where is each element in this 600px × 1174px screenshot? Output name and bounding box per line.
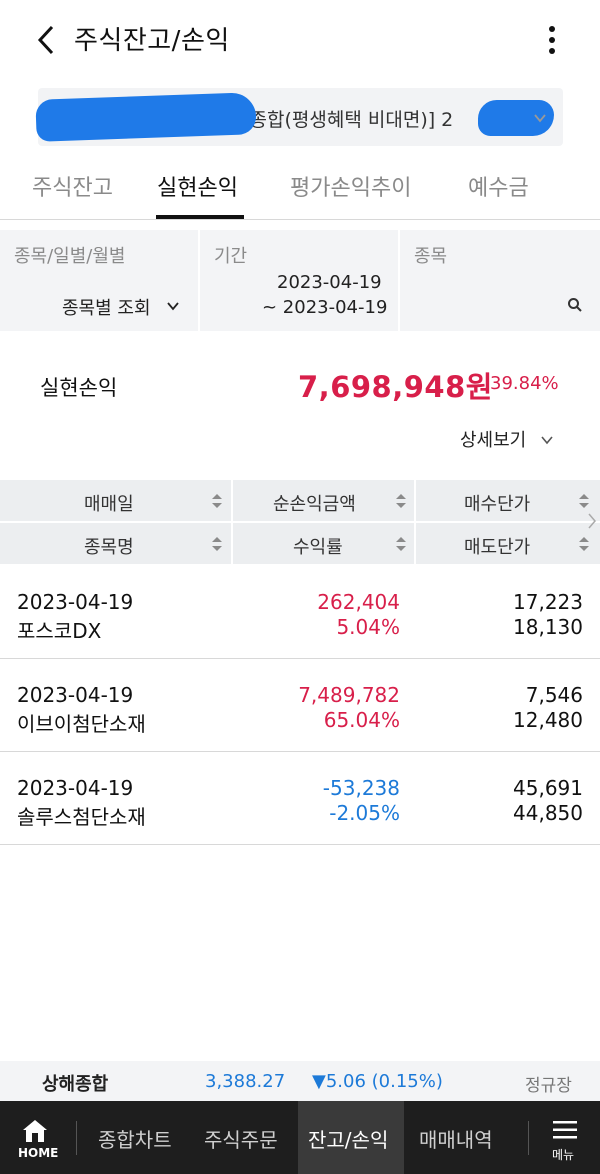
nav-chart-label: 종합차트 [98, 1128, 172, 1152]
nav-home[interactable]: HOME [0, 1101, 76, 1174]
stock-name: 포스코DX [17, 619, 102, 643]
period-end: ~ 2023-04-19 [262, 297, 388, 318]
realized-pl-label: 실현손익 [40, 376, 118, 400]
divider [76, 1121, 77, 1155]
table-row[interactable]: 2023-04-19 이브이첨단소재 7,489,782 65.04% 7,54… [0, 659, 600, 752]
index-name: 상해종합 [42, 1074, 109, 1095]
stock-name: 솔루스첨단소재 [17, 805, 146, 829]
return-rate-value: -2.05% [329, 801, 400, 825]
return-rate-value: 65.04% [323, 708, 400, 732]
chevron-down-icon [533, 110, 547, 124]
sell-price-value: 18,130 [513, 615, 583, 639]
divider [528, 1121, 529, 1155]
back-arrow-icon[interactable] [32, 22, 62, 58]
sort-icon [396, 494, 406, 508]
stock-name: 이브이첨단소재 [17, 712, 146, 736]
page-title: 주식잔고/손익 [74, 26, 230, 56]
nav-order[interactable]: 주식주문 [192, 1101, 298, 1174]
period-start: 2023-04-19 [277, 272, 382, 293]
table-header: 매매일 순손익금액 매수단가 종목명 수익률 매도단가 [0, 480, 600, 564]
header-buy-price[interactable]: 매수단가 [416, 480, 589, 521]
nav-history-label: 매매내역 [419, 1128, 493, 1152]
bottom-nav: HOME 종합차트 주식주문 잔고/손익 매매내역 메뉴 [0, 1101, 600, 1174]
buy-price-value: 17,223 [513, 590, 583, 614]
divider [398, 230, 400, 331]
sell-price-value: 44,850 [513, 801, 583, 825]
filter-stock[interactable]: 종목 [400, 230, 600, 331]
divider [0, 521, 600, 523]
account-selector[interactable]: 1 [종합(평생혜택 비대면)] 2 [35, 88, 563, 146]
header-net-pl[interactable]: 순손익금액 [233, 480, 414, 521]
sort-icon [579, 537, 589, 551]
realized-pl-amount: 7,698,948원 [298, 370, 493, 404]
tab-bar: 주식잔고 실현손익 평가손익추이 예수금 [0, 150, 600, 220]
index-value: 3,388.27 [205, 1071, 286, 1092]
redaction-mark [35, 92, 257, 142]
net-pl-value: -53,238 [322, 776, 400, 800]
header-trade-date[interactable]: 매매일 [0, 480, 231, 521]
sort-icon [396, 537, 406, 551]
home-icon [22, 1119, 48, 1143]
tab-valuation-trend[interactable]: 평가손익추이 [290, 176, 412, 201]
buy-price-value: 7,546 [525, 683, 583, 707]
nav-balance[interactable]: 잔고/손익 [298, 1101, 404, 1174]
active-tab-indicator [156, 215, 244, 219]
realized-pl-rate: 39.84% [490, 373, 559, 394]
chevron-right-icon[interactable] [587, 512, 597, 530]
table-row[interactable]: 2023-04-19 솔루스첨단소재 -53,238 -2.05% 45,691… [0, 752, 600, 845]
nav-order-label: 주식주문 [204, 1128, 278, 1152]
detail-view-button[interactable]: 상세보기 [460, 430, 527, 451]
table-row[interactable]: 2023-04-19 포스코DX 262,404 5.04% 17,223 18… [0, 566, 600, 659]
filter-period-label: 기간 [214, 246, 248, 267]
filter-panel: 종목/일별/월별 종목별 조회 기간 2023-04-19 ~ 2023-04-… [0, 230, 600, 331]
sell-price-value: 12,480 [513, 708, 583, 732]
nav-balance-label: 잔고/손익 [308, 1128, 389, 1152]
more-options-icon[interactable] [538, 22, 566, 58]
index-ticker[interactable]: 상해종합 3,388.27 ▼5.06 (0.15%) 정규장 [0, 1061, 600, 1101]
buy-price-value: 45,691 [513, 776, 583, 800]
filter-type[interactable]: 종목/일별/월별 종목별 조회 [0, 230, 198, 331]
header-return-rate[interactable]: 수익률 [233, 523, 414, 564]
chevron-down-icon [167, 302, 179, 311]
net-pl-value: 262,404 [317, 590, 400, 614]
nav-home-label: HOME [18, 1146, 59, 1160]
tab-realized-pl[interactable]: 실현손익 [157, 176, 238, 201]
menu-icon[interactable] [552, 1119, 578, 1141]
header-sell-price[interactable]: 매도단가 [416, 523, 589, 564]
return-rate-value: 5.04% [336, 615, 400, 639]
account-label: 1 [종합(평생혜택 비대면)] 2 [224, 109, 454, 131]
sort-icon [212, 537, 222, 551]
index-change: ▼5.06 (0.15%) [312, 1071, 443, 1092]
filter-type-value: 종목별 조회 [62, 298, 151, 319]
search-icon[interactable] [567, 297, 583, 313]
trade-date: 2023-04-19 [17, 590, 134, 614]
nav-history[interactable]: 매매내역 [404, 1101, 522, 1174]
trade-date: 2023-04-19 [17, 683, 134, 707]
header-stock-name[interactable]: 종목명 [0, 523, 231, 564]
sort-icon [579, 494, 589, 508]
chevron-down-icon[interactable] [540, 432, 554, 446]
filter-period[interactable]: 기간 2023-04-19 ~ 2023-04-19 [200, 230, 398, 331]
market-session: 정규장 [525, 1076, 572, 1096]
sort-icon [212, 494, 222, 508]
nav-chart[interactable]: 종합차트 [80, 1101, 192, 1174]
filter-stock-label: 종목 [414, 246, 448, 267]
tab-stock-balance[interactable]: 주식잔고 [32, 176, 113, 201]
filter-type-label: 종목/일별/월별 [14, 246, 126, 267]
divider [198, 230, 200, 331]
tab-deposit[interactable]: 예수금 [468, 176, 529, 201]
net-pl-value: 7,489,782 [298, 683, 400, 707]
nav-menu-label: 메뉴 [552, 1148, 575, 1162]
top-app-bar: 주식잔고/손익 [0, 0, 600, 80]
trade-date: 2023-04-19 [17, 776, 134, 800]
